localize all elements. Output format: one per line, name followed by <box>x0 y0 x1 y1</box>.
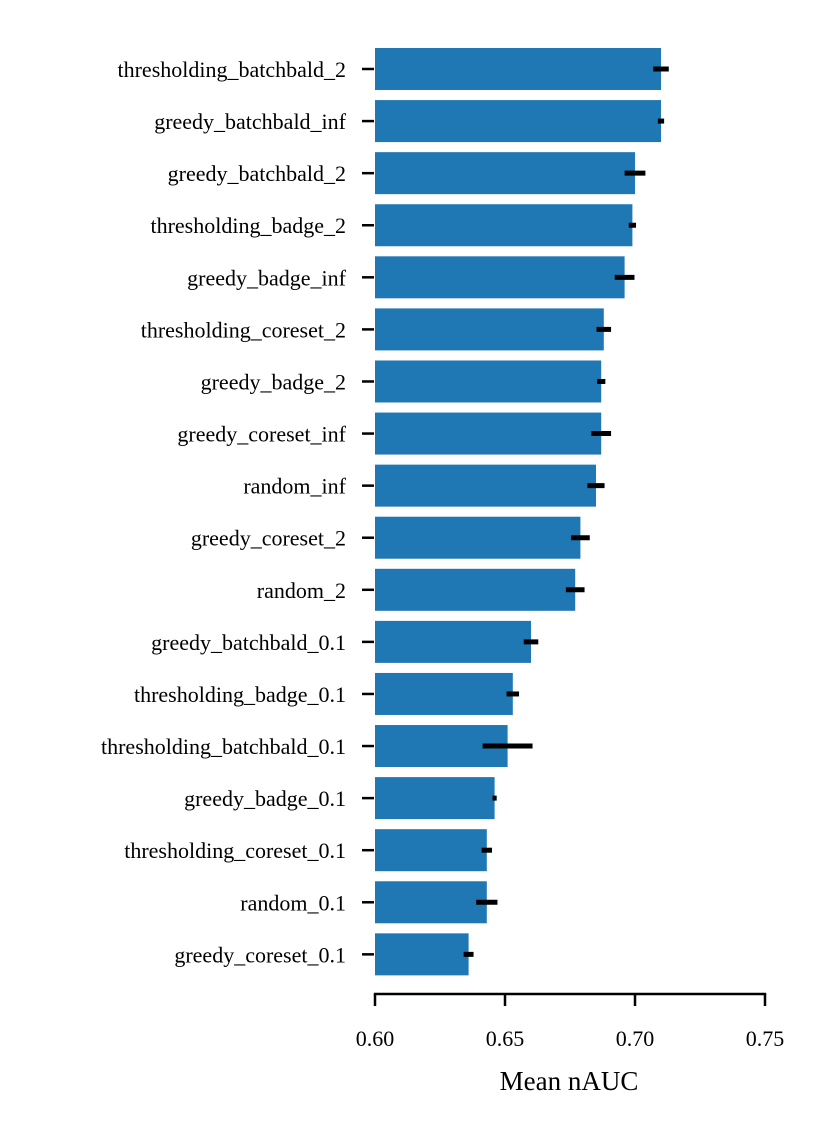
bar <box>375 777 495 820</box>
bar <box>375 881 487 924</box>
bar <box>375 360 602 403</box>
bar <box>375 100 661 143</box>
category-label: greedy_badge_0.1 <box>184 786 346 811</box>
category-label: greedy_coreset_0.1 <box>174 942 346 967</box>
errorbars-layer <box>463 66 669 957</box>
bar <box>375 829 487 872</box>
x-tick-label: 0.65 <box>486 1026 525 1051</box>
bar <box>375 152 635 195</box>
category-label: greedy_batchbald_inf <box>154 109 346 134</box>
category-label: thresholding_coreset_0.1 <box>124 838 346 863</box>
category-label: thresholding_badge_0.1 <box>134 682 346 707</box>
category-label: random_2 <box>257 578 346 603</box>
y-axis: thresholding_batchbald_2 greedy_batchbald… <box>101 57 374 967</box>
x-axis-title: Mean nAUC <box>500 1066 639 1096</box>
category-label: greedy_coreset_inf <box>177 422 346 447</box>
bar <box>375 464 596 507</box>
x-tick-label: 0.70 <box>616 1026 655 1051</box>
bar <box>375 568 576 611</box>
bar <box>375 308 604 351</box>
bar <box>375 256 625 299</box>
x-tick-label: 0.75 <box>746 1026 785 1051</box>
category-label: thresholding_coreset_2 <box>141 317 346 342</box>
category-label: greedy_badge_inf <box>187 265 346 290</box>
x-tick-label: 0.60 <box>356 1026 395 1051</box>
category-label: random_0.1 <box>240 890 346 915</box>
bar <box>375 516 581 559</box>
bar <box>375 933 469 976</box>
category-label: thresholding_batchbald_0.1 <box>101 734 346 759</box>
category-label: thresholding_batchbald_2 <box>117 57 346 82</box>
bars-layer <box>375 48 661 976</box>
bar <box>375 620 531 663</box>
bar <box>375 672 513 715</box>
category-label: greedy_coreset_2 <box>191 526 346 551</box>
category-label: greedy_badge_2 <box>201 369 346 394</box>
category-label: greedy_batchbald_2 <box>168 161 346 186</box>
bar <box>375 412 602 455</box>
x-axis: 0.60 0.65 0.70 0.75 <box>356 992 785 1051</box>
category-label: random_inf <box>243 474 346 499</box>
bar <box>375 48 661 90</box>
bar <box>375 204 633 247</box>
category-label: greedy_batchbald_0.1 <box>151 630 346 655</box>
category-label: thresholding_badge_2 <box>150 213 346 238</box>
